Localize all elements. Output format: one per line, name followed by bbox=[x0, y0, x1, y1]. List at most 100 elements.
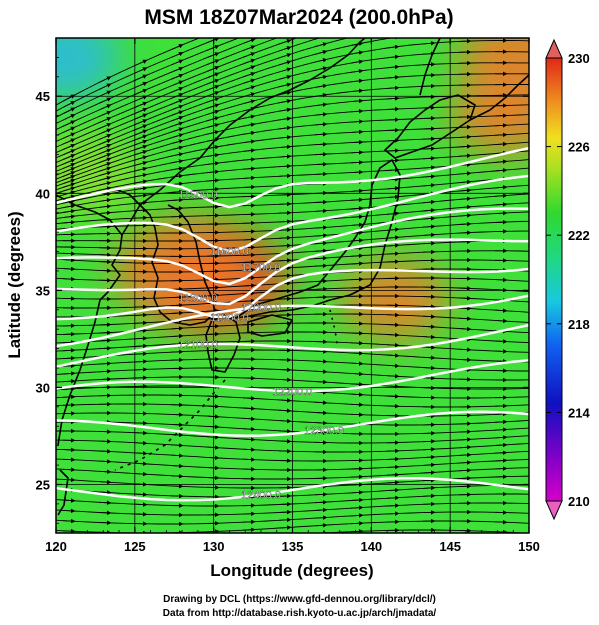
wind-arrow bbox=[170, 349, 184, 355]
wind-arrow bbox=[243, 537, 255, 538]
wind-arrow bbox=[422, 174, 436, 179]
wind-arrow bbox=[98, 204, 112, 209]
wind-arrow bbox=[386, 75, 400, 80]
wind-arrow bbox=[134, 101, 148, 108]
y-axis-label: Latitude (degrees) bbox=[5, 211, 24, 358]
wind-arrow bbox=[98, 322, 112, 327]
wind-arrow bbox=[386, 353, 400, 358]
wind-arrow bbox=[314, 225, 328, 230]
wind-arrow bbox=[206, 103, 220, 109]
wind-arrow bbox=[98, 449, 112, 454]
wind-arrow bbox=[314, 369, 328, 374]
wind-arrow bbox=[242, 166, 256, 171]
wind-arrow bbox=[386, 227, 400, 232]
wind-arrow bbox=[386, 44, 400, 50]
wind-arrow bbox=[134, 430, 148, 436]
wind-arrow bbox=[422, 493, 436, 499]
wind-arrow bbox=[98, 490, 112, 495]
wind-arrow bbox=[98, 361, 112, 366]
wind-arrow bbox=[351, 34, 363, 37]
wind-arrow bbox=[170, 66, 184, 73]
wind-arrow bbox=[98, 104, 112, 111]
wind-arrow bbox=[350, 150, 364, 155]
wind-arrow bbox=[62, 467, 76, 472]
wind-arrow bbox=[278, 99, 292, 104]
wind-arrow bbox=[278, 135, 292, 140]
wind-arrow bbox=[386, 138, 400, 143]
wind-arrow bbox=[170, 422, 184, 428]
wind-arrow bbox=[62, 113, 76, 121]
wind-arrow bbox=[278, 408, 292, 413]
wind-arrow bbox=[62, 276, 76, 282]
contour-12000.0 bbox=[56, 294, 529, 348]
wind-arrow bbox=[458, 296, 472, 301]
wind-arrow bbox=[98, 259, 112, 265]
wind-arrow bbox=[278, 173, 292, 179]
wind-arrow bbox=[386, 480, 400, 485]
wind-arrow bbox=[206, 316, 220, 321]
colorbar-tick-label: 218 bbox=[568, 317, 590, 332]
wind-arrow bbox=[134, 502, 148, 507]
wind-arrow bbox=[459, 9, 471, 10]
wind-arrow bbox=[134, 186, 148, 191]
contour-11800.0 bbox=[56, 238, 529, 306]
wind-arrow bbox=[494, 435, 508, 440]
contour-12200.0 bbox=[56, 359, 529, 393]
wind-arrow bbox=[206, 97, 220, 103]
x-tick-label: 130 bbox=[203, 539, 225, 554]
wind-arrow bbox=[494, 442, 508, 448]
wind-arrow bbox=[386, 185, 400, 191]
wind-arrow bbox=[350, 392, 364, 397]
wind-arrow bbox=[134, 74, 148, 81]
wind-arrow bbox=[134, 200, 148, 205]
wind-arrow bbox=[134, 440, 148, 446]
y-tick-label: 45 bbox=[36, 89, 50, 104]
wind-streamlines bbox=[56, 9, 529, 538]
wind-arrow bbox=[242, 267, 256, 273]
wind-arrow bbox=[278, 525, 292, 530]
wind-arrow bbox=[350, 497, 364, 503]
hokkaido-coast bbox=[384, 94, 476, 159]
wind-arrow bbox=[422, 462, 436, 468]
wind-arrow bbox=[62, 149, 76, 156]
streamline-62 bbox=[315, 529, 529, 533]
wind-arrow bbox=[134, 193, 148, 198]
wind-arrow bbox=[494, 339, 508, 344]
wind-arrow bbox=[458, 230, 472, 235]
wind-arrow bbox=[170, 333, 184, 339]
wind-arrow bbox=[350, 382, 364, 387]
wind-arrow bbox=[458, 306, 472, 311]
wind-arrow bbox=[98, 176, 112, 181]
wind-arrow bbox=[494, 318, 508, 324]
wind-arrow bbox=[170, 44, 184, 51]
wind-arrow bbox=[314, 161, 328, 167]
wind-arrow bbox=[458, 429, 472, 434]
wind-arrow bbox=[170, 139, 184, 145]
wind-arrow bbox=[206, 195, 220, 201]
wind-arrow bbox=[98, 252, 112, 258]
wind-arrow bbox=[422, 216, 436, 221]
wind-arrow bbox=[494, 427, 508, 432]
wind-arrow bbox=[278, 219, 292, 224]
wind-arrow bbox=[134, 304, 148, 310]
wind-arrow bbox=[206, 414, 220, 419]
wind-arrow bbox=[134, 351, 148, 356]
wind-arrow bbox=[494, 168, 508, 173]
contour-label: 12000.0 bbox=[241, 302, 281, 314]
wind-arrow bbox=[458, 326, 472, 332]
wind-arrow bbox=[350, 402, 364, 407]
wind-arrow bbox=[206, 434, 220, 440]
wind-arrow bbox=[350, 169, 364, 175]
wind-arrow bbox=[422, 72, 436, 78]
wind-arrow bbox=[314, 410, 328, 416]
wind-arrow bbox=[62, 194, 76, 200]
wind-arrow bbox=[242, 237, 256, 242]
wind-arrow bbox=[422, 40, 436, 46]
wind-arrow bbox=[242, 511, 256, 517]
wind-arrow bbox=[494, 458, 508, 463]
contour-label: 11800.0 bbox=[178, 292, 217, 304]
wind-arrow bbox=[206, 130, 220, 135]
y-tick-label: 40 bbox=[36, 186, 50, 201]
wind-arrow bbox=[286, 532, 292, 533]
wind-arrow bbox=[98, 268, 112, 273]
